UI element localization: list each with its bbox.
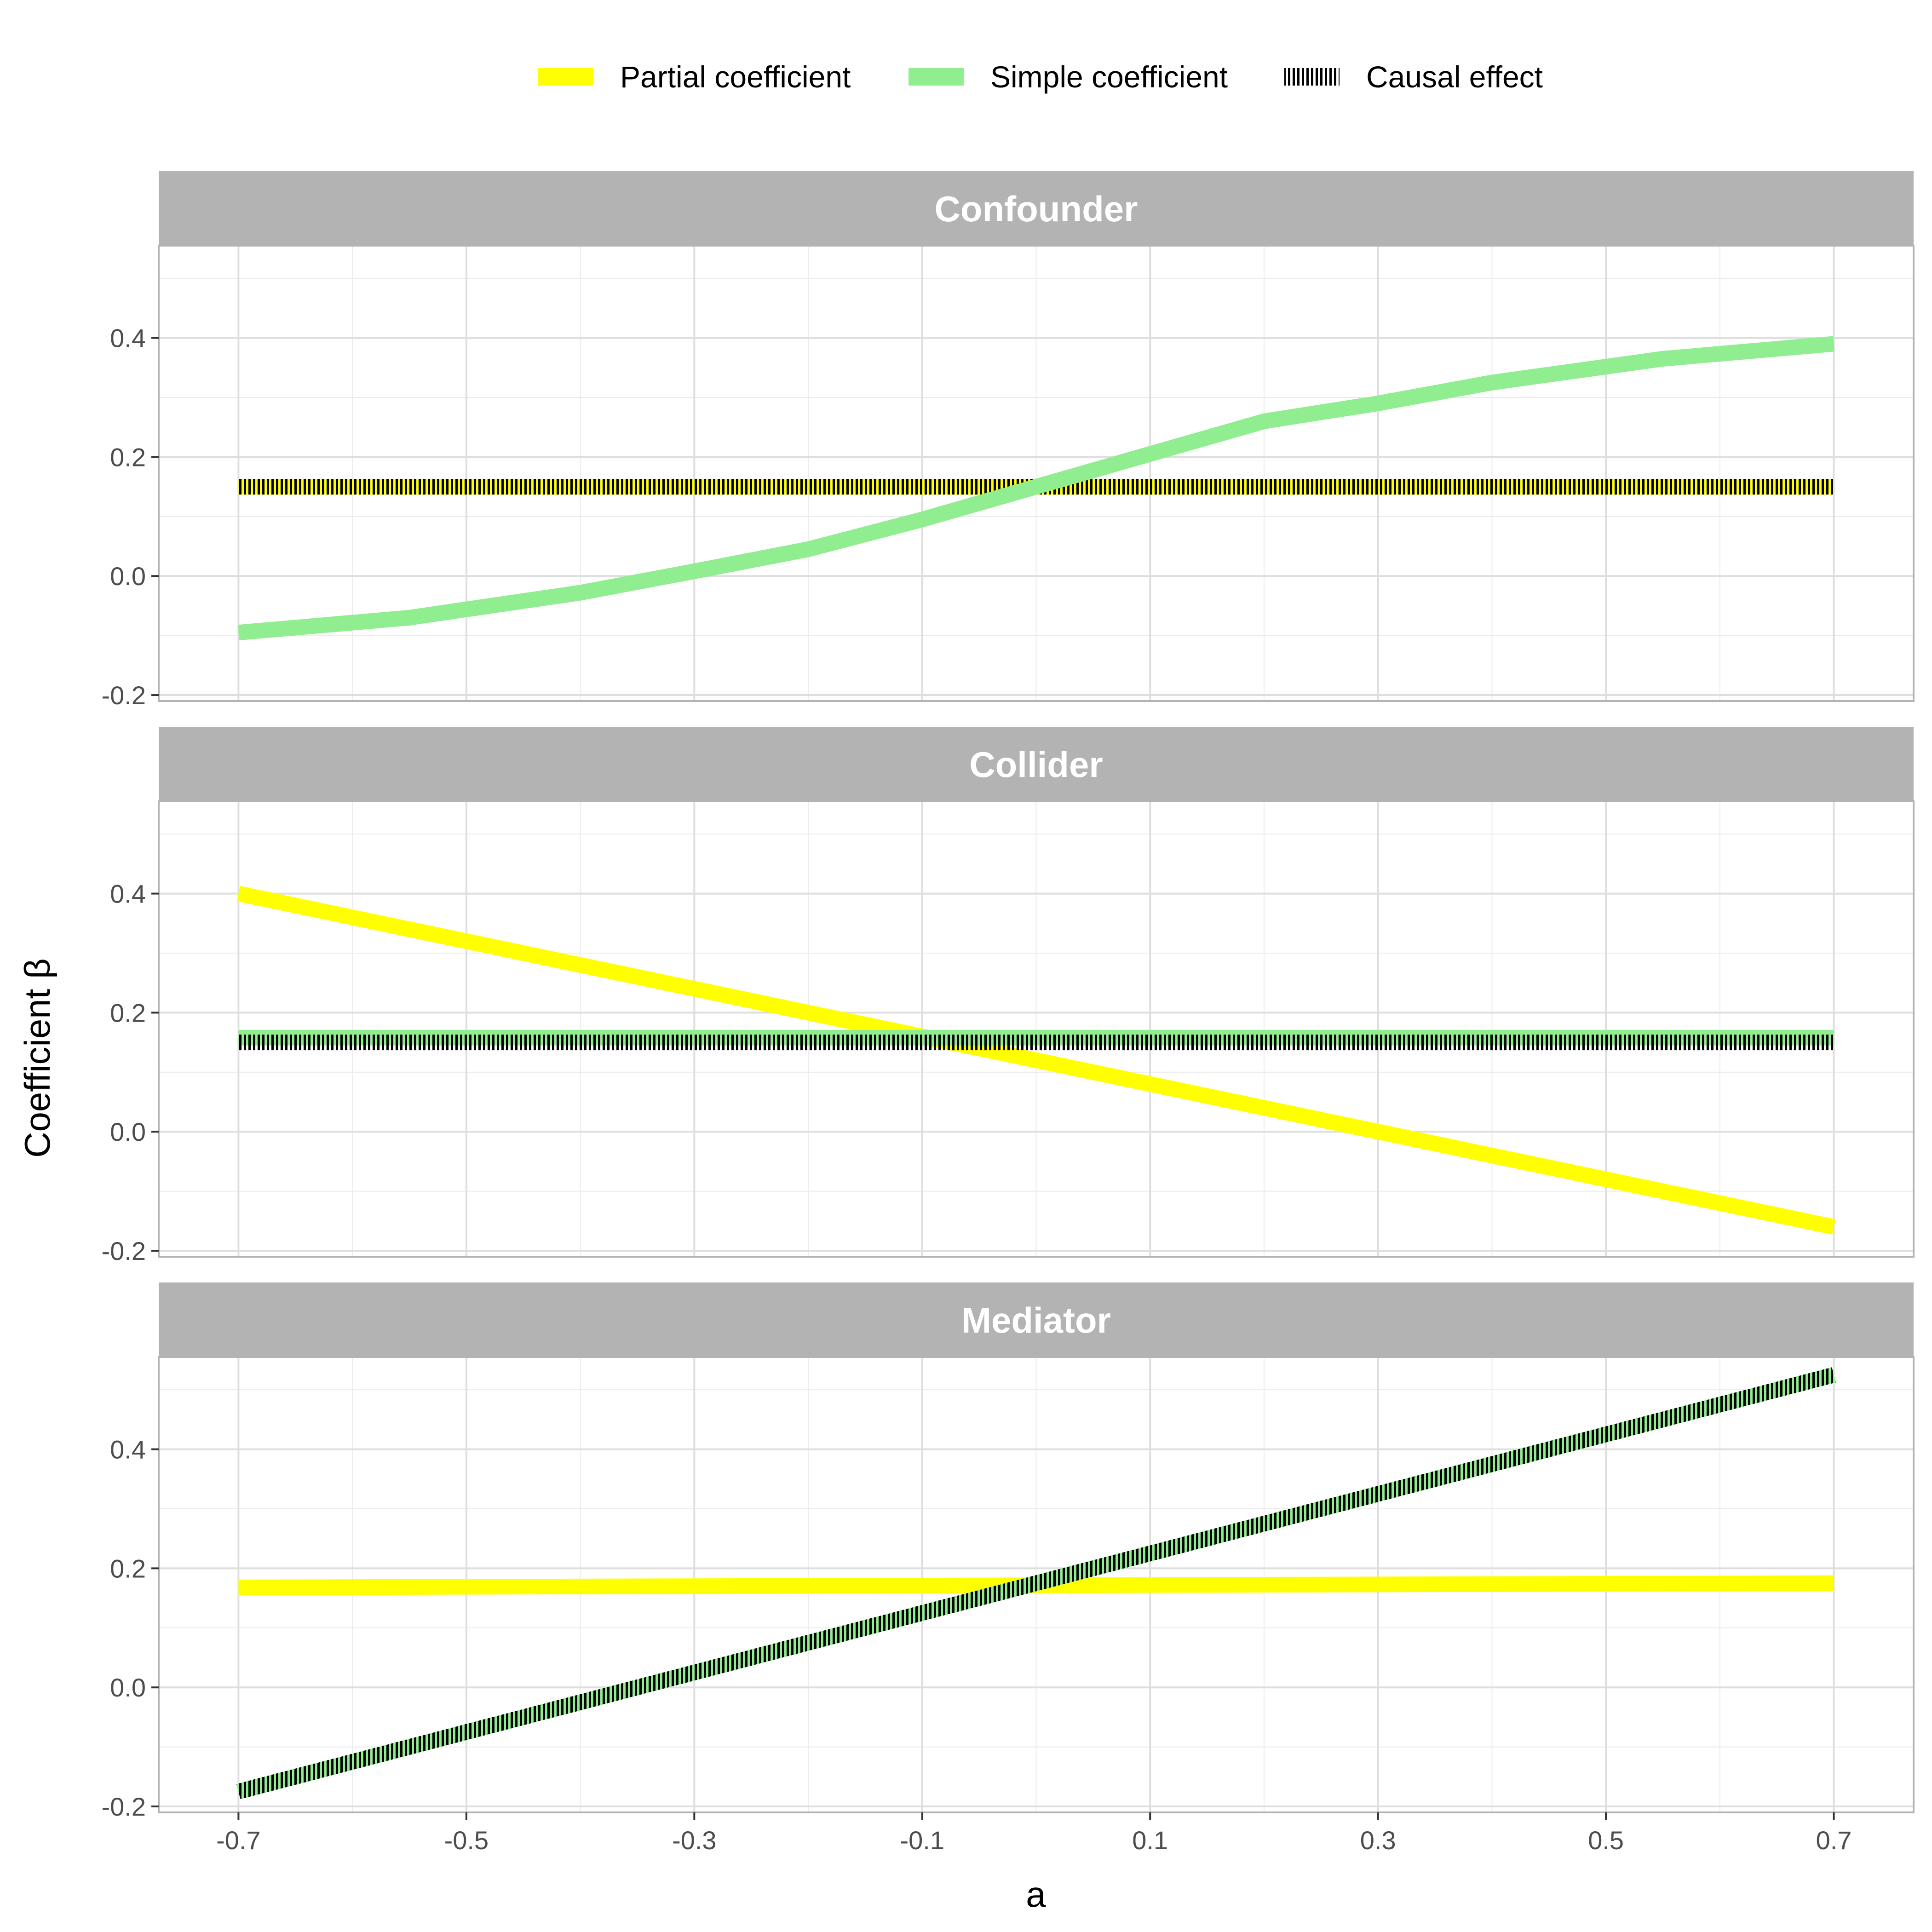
series-line-partial-collider <box>236 886 1836 1235</box>
legend-item-simple: Simple coefficient <box>908 60 1228 94</box>
y-tick-label: -0.2 <box>102 1792 146 1821</box>
strip-title-confounder: Confounder <box>935 189 1138 229</box>
strip-collider <box>159 727 1914 801</box>
legend-key-partial <box>538 68 593 86</box>
facet-panels: Confounder -0.2 0.0 0.2 0.4 Collider -0.2 0.0 0.… <box>102 171 1915 1821</box>
strip-title-mediator: Mediator <box>961 1300 1111 1340</box>
legend-label-partial: Partial coefficient <box>620 60 851 94</box>
y-tick-label: 0.0 <box>110 562 146 591</box>
y-tick-label: -0.2 <box>102 681 146 710</box>
legend-key-simple <box>908 68 964 86</box>
x-axis: -0.7 -0.5 -0.3 -0.1 0.1 0.3 0.5 0.7 <box>216 1812 1852 1855</box>
legend-item-causal: Causal effect <box>1284 60 1543 94</box>
y-tick-label: 0.4 <box>110 1435 146 1464</box>
strip-title-collider: Collider <box>969 744 1103 785</box>
y-tick-label: 0.2 <box>110 1554 146 1583</box>
y-tick-label: -0.2 <box>102 1236 146 1265</box>
x-tick-label: 0.3 <box>1360 1826 1396 1855</box>
y-tick-label: 0.2 <box>110 998 146 1027</box>
panel-border-collider <box>158 800 1915 1258</box>
y-tick-label: 0.4 <box>110 880 146 908</box>
x-axis-title: a <box>1026 1874 1046 1915</box>
legend: Partial coefficient Simple coefficient C… <box>538 60 1543 94</box>
strip-confounder <box>159 171 1914 246</box>
legend-item-partial: Partial coefficient <box>538 60 851 94</box>
legend-label-simple: Simple coefficient <box>990 60 1228 94</box>
panel-collider: Collider -0.2 0.0 0.2 0.4 <box>102 727 1915 1265</box>
panel-border-confounder <box>158 245 1915 702</box>
y-axis-title: Coefficient β <box>17 958 58 1158</box>
x-tick-label: -0.3 <box>672 1826 717 1855</box>
x-tick-label: -0.7 <box>216 1826 261 1855</box>
legend-label-causal: Causal effect <box>1366 60 1543 94</box>
y-tick-label: 0.4 <box>110 324 146 353</box>
y-tick-label: 0.2 <box>110 443 146 472</box>
strip-mediator <box>159 1282 1914 1357</box>
y-tick-label: 0.0 <box>110 1117 146 1146</box>
legend-key-causal <box>1284 68 1340 86</box>
panel-mediator: Mediator -0.2 0.0 0.2 0.4 <box>102 1282 1915 1821</box>
panel-border-mediator <box>158 1356 1915 1813</box>
series-line-simple-confounder <box>237 336 1835 641</box>
x-tick-label: 0.1 <box>1132 1826 1168 1855</box>
series-line-causal-mediator <box>236 1367 1836 1800</box>
x-tick-label: -0.1 <box>900 1826 945 1855</box>
panel-confounder: Confounder -0.2 0.0 0.2 0.4 <box>102 171 1915 710</box>
x-tick-label: 0.5 <box>1588 1826 1624 1855</box>
x-tick-label: -0.5 <box>444 1826 489 1855</box>
x-tick-label: 0.7 <box>1816 1826 1852 1855</box>
y-tick-label: 0.0 <box>110 1673 146 1702</box>
